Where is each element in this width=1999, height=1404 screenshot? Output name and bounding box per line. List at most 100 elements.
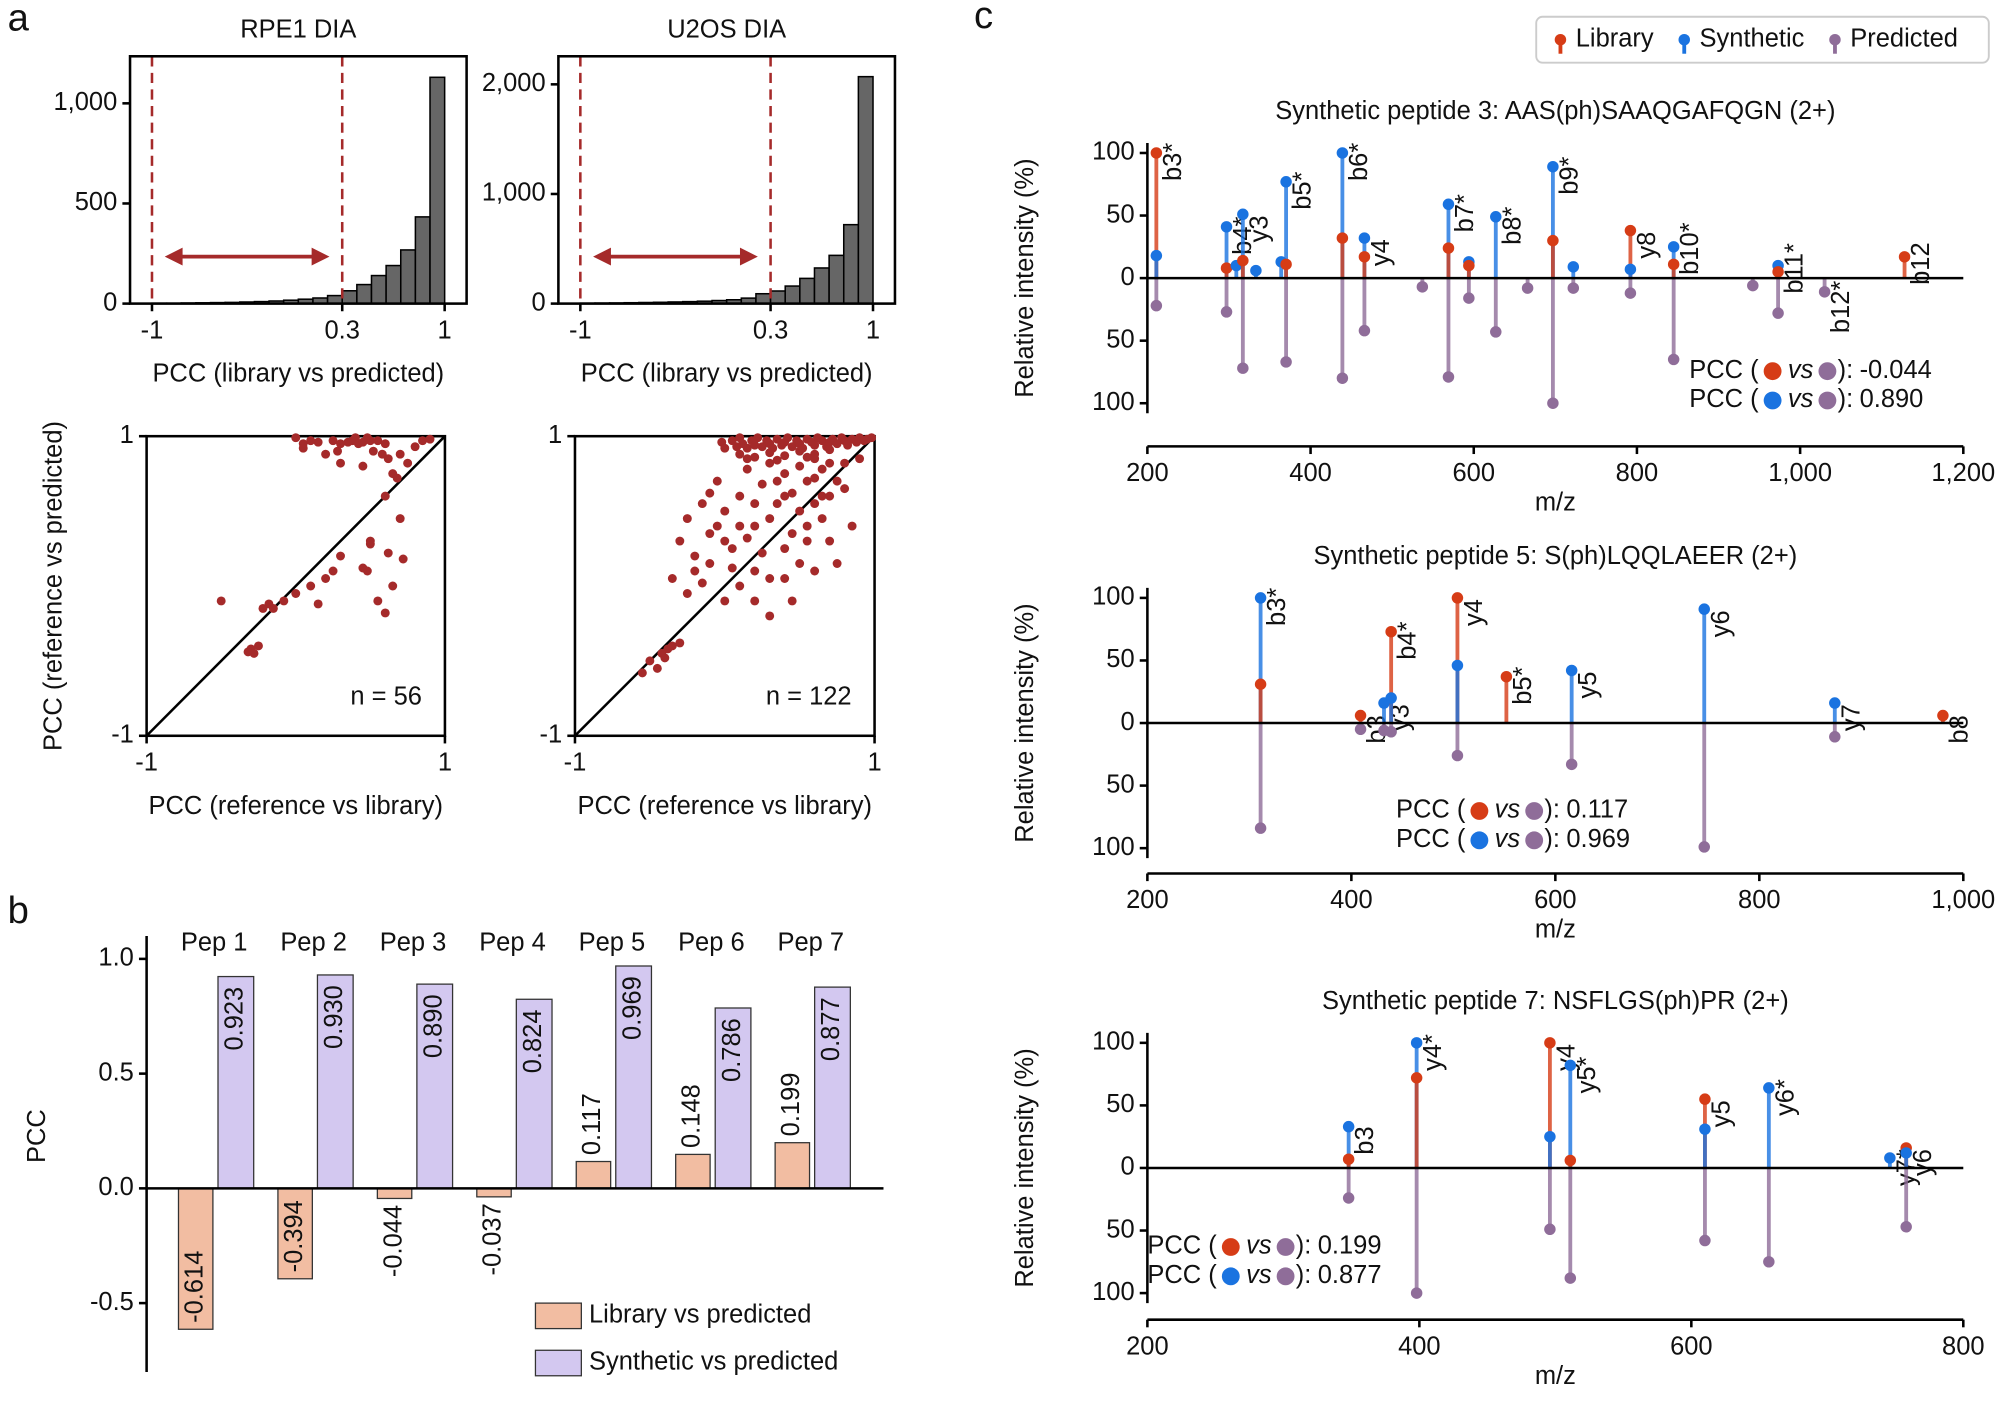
stem-head xyxy=(1342,1120,1355,1133)
stem-head xyxy=(1624,287,1637,299)
point xyxy=(735,581,745,591)
point xyxy=(279,596,289,606)
arrow-head xyxy=(593,247,758,266)
stem-head xyxy=(1250,264,1262,277)
point xyxy=(750,596,760,606)
category-label: Pep 1 xyxy=(181,928,248,956)
stem-head xyxy=(1547,397,1559,409)
point xyxy=(750,566,760,576)
legend-swatch xyxy=(534,1302,582,1330)
stem-head xyxy=(1410,1287,1423,1299)
legend-dot xyxy=(1829,33,1841,46)
point xyxy=(383,454,393,464)
frame xyxy=(128,55,468,305)
x-tick-label: 400 xyxy=(1398,1332,1441,1360)
point xyxy=(840,458,850,468)
x-tick-label: 200 xyxy=(1126,886,1169,914)
stem-head xyxy=(1220,262,1233,274)
stem-head xyxy=(1354,709,1367,722)
legend-label: Library xyxy=(1576,24,1654,52)
ion-label: y5 xyxy=(1574,672,1602,699)
stem-head xyxy=(1818,286,1831,298)
bar xyxy=(277,1187,313,1280)
point xyxy=(336,551,345,561)
point xyxy=(395,449,405,459)
y-tick-label: 100 xyxy=(1092,138,1135,166)
y-axis-label: PCC xyxy=(23,1109,51,1163)
pcc-text: ): xyxy=(1838,356,1854,384)
legend-label: Predicted xyxy=(1850,24,1958,52)
x-tick-label: 0.3 xyxy=(753,316,788,344)
point xyxy=(373,596,383,606)
stem-head xyxy=(1410,1037,1423,1049)
y-tick-label: 50 xyxy=(1106,645,1134,673)
stem-head xyxy=(1280,258,1292,271)
y-tick-label: 100 xyxy=(1092,388,1135,416)
pcc-text: ): xyxy=(1296,1232,1312,1260)
pcc-text: 0.890 xyxy=(1860,385,1924,413)
stem-head xyxy=(1624,263,1637,276)
point xyxy=(780,469,790,479)
point xyxy=(772,499,782,509)
stem-head xyxy=(1564,1059,1577,1072)
x-tick-label: -1 xyxy=(569,316,592,344)
ion-label: b6* xyxy=(1345,143,1373,181)
pcc-text: ): xyxy=(1296,1261,1312,1289)
pcc-text: vs xyxy=(1788,356,1814,384)
y-tick-label: -1 xyxy=(540,721,563,749)
stem-head xyxy=(1667,241,1680,253)
point xyxy=(810,473,820,483)
legend-label: Synthetic xyxy=(1700,24,1805,52)
bar xyxy=(774,1142,811,1190)
stem-head xyxy=(1220,306,1233,318)
hist-bar xyxy=(842,223,860,305)
chart-title: Synthetic peptide 3: AAS(ph)SAAQGAFQGN (… xyxy=(1275,97,1835,125)
hist-bar xyxy=(799,277,816,305)
point xyxy=(855,454,865,464)
pcc-dot xyxy=(1818,362,1837,381)
point xyxy=(365,436,375,446)
point xyxy=(637,668,647,678)
y-tick-label: 100 xyxy=(1092,1278,1135,1306)
point xyxy=(291,589,301,598)
stem-head xyxy=(1336,147,1349,159)
stem-head xyxy=(1220,221,1233,233)
hist-bar xyxy=(399,249,417,305)
stem-head xyxy=(1547,161,1559,173)
diagonal xyxy=(145,435,446,737)
point xyxy=(757,548,767,558)
bar xyxy=(714,1007,752,1190)
stem-head xyxy=(1342,1192,1355,1204)
pcc-text: 0.969 xyxy=(1566,825,1630,853)
pcc-dot xyxy=(1221,1267,1240,1286)
stem-head xyxy=(1442,371,1455,383)
value-label: 0.786 xyxy=(718,1018,746,1082)
point xyxy=(840,484,850,494)
annotation: n = 122 xyxy=(766,682,852,710)
legend-label: Synthetic vs predicted xyxy=(589,1348,838,1376)
y-tick-label: 0 xyxy=(1120,1153,1134,1181)
point xyxy=(817,464,827,474)
stem-head xyxy=(1564,1154,1577,1167)
stem-head xyxy=(1884,1152,1896,1164)
y-tick-label: -0.5 xyxy=(90,1288,134,1316)
point xyxy=(825,458,835,468)
bar xyxy=(376,1187,413,1200)
y-tick-label: 2,000 xyxy=(482,69,546,97)
stem-head xyxy=(1280,356,1292,368)
point xyxy=(380,608,390,618)
ion-label: y3 xyxy=(1245,215,1273,242)
stem-head xyxy=(1358,232,1371,244)
point xyxy=(395,514,405,524)
panel-label: c xyxy=(974,0,993,37)
point xyxy=(697,499,707,509)
stem-head xyxy=(1567,261,1580,273)
legend-dot xyxy=(1554,33,1567,46)
y-axis-label: Relative intensity (%) xyxy=(1011,603,1039,842)
legend-box xyxy=(1535,15,1990,64)
panel-label: b xyxy=(8,889,29,932)
y-axis-label: PCC (reference vs predicted) xyxy=(40,421,68,751)
stem-head xyxy=(1667,353,1680,366)
point xyxy=(652,663,662,673)
